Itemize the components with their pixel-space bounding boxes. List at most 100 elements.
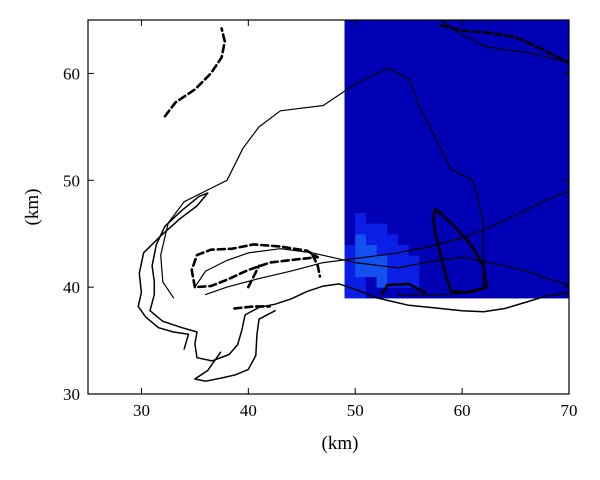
heatmap-cell — [472, 169, 485, 181]
heatmap-cell — [408, 287, 420, 299]
heatmap-cell — [430, 30, 442, 42]
heatmap-cell — [408, 41, 420, 53]
heatmap-cell — [430, 62, 442, 75]
heatmap-cell — [494, 148, 506, 160]
heatmap-cell — [558, 180, 569, 192]
heatmap-cell — [526, 20, 538, 32]
heatmap-cell — [536, 41, 549, 53]
heatmap-cell — [494, 287, 506, 299]
heatmap-cell — [344, 169, 356, 181]
heatmap-cell — [494, 212, 506, 224]
heatmap-cell — [462, 137, 474, 149]
heatmap-cell — [355, 276, 367, 288]
heatmap-cell — [355, 212, 367, 224]
heatmap-cell — [483, 116, 495, 128]
heatmap-cell — [526, 62, 538, 75]
heatmap-cell — [419, 265, 431, 278]
heatmap-cell — [483, 84, 495, 96]
heatmap-cell — [451, 180, 463, 192]
heatmap-cell — [558, 169, 569, 181]
heatmap-cell — [440, 62, 453, 75]
heatmap-cell — [419, 148, 431, 160]
heatmap-cell — [430, 201, 442, 213]
heatmap-cell — [504, 223, 517, 235]
heatmap-cell — [494, 137, 506, 149]
heatmap-cell — [472, 180, 485, 192]
y-tick-label: 30 — [63, 385, 80, 404]
heatmap-cell — [397, 30, 410, 42]
heatmap-cell — [419, 126, 431, 139]
heatmap-cell — [558, 52, 569, 64]
heatmap-cell — [472, 126, 485, 139]
heatmap-cell — [547, 105, 559, 117]
heatmap-cell — [515, 137, 527, 149]
heatmap-cell — [387, 190, 399, 203]
heatmap-cell — [462, 20, 474, 32]
heatmap-cell — [376, 148, 388, 160]
contour-lines — [137, 20, 569, 382]
heatmap-cell — [558, 94, 569, 107]
heatmap-cell — [451, 94, 463, 107]
heatmap-cell — [451, 126, 463, 139]
heatmap-cell — [355, 73, 367, 85]
heatmap-cell — [408, 276, 420, 288]
heatmap-cell — [430, 148, 442, 160]
heatmap-cell — [526, 223, 538, 235]
heatmap-cell — [504, 73, 517, 85]
heatmap-cell — [397, 223, 410, 235]
heatmap-cell — [408, 201, 420, 213]
heatmap-cell — [472, 148, 485, 160]
heatmap-cell — [355, 62, 367, 75]
heatmap-cell — [440, 73, 453, 85]
heatmap-cell — [419, 169, 431, 181]
heatmap-cell — [536, 73, 549, 85]
heatmap-cell — [462, 41, 474, 53]
heatmap-cell — [408, 62, 420, 75]
heatmap-cell — [504, 190, 517, 203]
heatmap-cell — [547, 94, 559, 107]
heatmap-cell — [558, 105, 569, 117]
heatmap-cell — [536, 223, 549, 235]
heatmap-cell — [547, 244, 559, 256]
heatmap-cell — [526, 126, 538, 139]
y-tick-label: 60 — [63, 64, 80, 83]
heatmap-cell — [494, 180, 506, 192]
heatmap-cell — [515, 276, 527, 288]
heatmap-cell — [344, 94, 356, 107]
contour-line — [190, 243, 320, 289]
heatmap-cell — [462, 244, 474, 256]
y-axis-label: (km) — [22, 189, 43, 226]
heatmap-cell — [547, 223, 559, 235]
heatmap-cell — [430, 265, 442, 278]
heatmap-cell — [451, 62, 463, 75]
heatmap-cell — [397, 94, 410, 107]
heatmap-cell — [451, 30, 463, 42]
heatmap-cell — [408, 52, 420, 64]
heatmap-cell — [515, 41, 527, 53]
heatmap-cell — [462, 255, 474, 267]
contour-line — [163, 27, 227, 118]
heatmap-cell — [355, 201, 367, 213]
heatmap-cell — [536, 169, 549, 181]
heatmap-cell — [547, 276, 559, 288]
heatmap-cell — [558, 212, 569, 224]
heatmap-cell — [397, 148, 410, 160]
heatmap-cell — [397, 180, 410, 192]
heatmap-cell — [344, 223, 356, 235]
heatmap-cell — [440, 244, 453, 256]
heatmap-cell — [515, 169, 527, 181]
heatmap-cell — [483, 265, 495, 278]
heatmap-cell — [504, 158, 517, 171]
heatmap-cell — [408, 105, 420, 117]
heatmap-cell — [408, 137, 420, 149]
heatmap-cell — [547, 265, 559, 278]
heatmap-cell — [376, 180, 388, 192]
heatmap-cell — [472, 137, 485, 149]
heatmap-cell — [430, 105, 442, 117]
heatmap-cell — [483, 20, 495, 32]
heatmap-cell — [440, 126, 453, 139]
heatmap-cell — [451, 84, 463, 96]
heatmap-cell — [462, 126, 474, 139]
heatmap-cell — [504, 116, 517, 128]
heatmap-cell — [376, 41, 388, 53]
